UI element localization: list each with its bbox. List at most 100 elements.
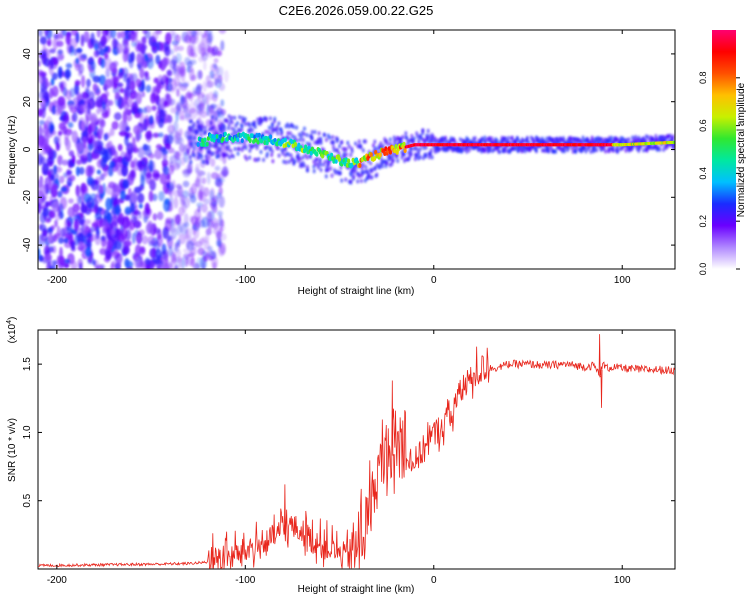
spectrogram-ridge-halo: [295, 138, 299, 143]
spectrogram-noise-cell: [174, 264, 178, 269]
spectrogram-x-tick-label: -100: [235, 275, 255, 286]
spectrogram-ridge-halo: [604, 149, 608, 154]
spectrogram-ridge-halo: [299, 156, 303, 162]
spectrogram-noise-cell: [47, 37, 52, 47]
spectrogram-noise-cell: [141, 78, 145, 92]
spectrogram-ridge-halo: [200, 124, 204, 130]
spectrogram-noise-cell: [219, 232, 227, 241]
spectrogram-ridge-halo: [293, 135, 297, 140]
spectrogram-ridge-halo: [265, 151, 270, 156]
spectrogram-ridge-halo: [189, 135, 193, 141]
spectrogram-ridge-halo: [525, 135, 529, 141]
spectrogram-ridge-core: [374, 149, 378, 155]
spectrogram-ridge-halo: [211, 125, 215, 131]
spectrogram-noise-cell: [121, 164, 129, 177]
spectrogram-ridge-core: [328, 156, 333, 162]
colorbar-gradient: [712, 30, 736, 269]
spectrogram-noise-cell: [99, 184, 104, 194]
spectrogram-ridge-halo: [665, 134, 670, 139]
spectrogram-ridge-core: [268, 134, 273, 140]
spectrogram-noise-cell: [164, 76, 169, 86]
spectrogram-ridge-halo: [340, 140, 344, 145]
spectrogram-ridge-halo: [201, 159, 206, 165]
spectrogram-ridge-halo: [252, 121, 256, 126]
spectrogram-noise-cell: [216, 50, 223, 57]
spectrogram-noise-cell: [53, 172, 60, 181]
spectrogram-noise-cell: [54, 219, 58, 228]
spectrogram-noise-cell: [118, 233, 127, 244]
spectrogram-noise-cell: [179, 185, 184, 195]
spectrogram-ridge-halo: [388, 137, 392, 142]
snr-x-label: Height of straight line (km): [298, 584, 415, 595]
spectrogram-ridge-halo: [353, 141, 358, 146]
spectrogram-noise-cell: [80, 34, 85, 47]
spectrogram-noise-cell: [78, 166, 85, 175]
spectrogram-noise-cell: [189, 59, 197, 65]
spectrogram-ridge-halo: [510, 135, 514, 141]
spectrogram-noise-cell: [196, 110, 203, 116]
spectrogram-noise-cell: [169, 49, 175, 56]
spectrogram-noise-cell: [109, 30, 117, 39]
spectrogram-noise-cell: [63, 262, 70, 269]
spectrogram-ridge-halo: [286, 131, 290, 136]
spectrogram-noise-cell: [92, 153, 100, 160]
spectrogram-ridge-halo: [199, 153, 203, 159]
spectrogram-ridge-core: [388, 149, 393, 155]
spectrogram-noise-cell: [118, 130, 127, 137]
spectrogram-ridge-halo: [230, 115, 234, 120]
spectrogram-ridge-halo: [250, 128, 254, 133]
snr-x-tick-label: 100: [614, 575, 631, 586]
spectrogram-noise-cell: [200, 32, 208, 38]
spectrogram-ridge-halo: [253, 142, 257, 148]
spectrogram-noise-cell: [85, 235, 94, 243]
spectrogram-noise-cell: [178, 206, 185, 217]
spectrogram-noise-cell: [122, 46, 129, 55]
spectrogram-ridge-core: [263, 140, 267, 146]
spectrogram-ridge-halo: [586, 146, 590, 152]
spectrogram-ridge-core: [205, 141, 209, 147]
spectrogram-noise-cell: [65, 34, 72, 46]
spectrogram-noise-cell: [40, 233, 48, 242]
spectrogram-noise-cell: [168, 245, 173, 257]
spectrogram-ridge-halo: [312, 168, 316, 174]
spectrogram-noise-cell: [219, 219, 225, 228]
spectrogram-ridge-halo: [310, 135, 314, 141]
spectrogram-noise-cell: [190, 30, 196, 36]
spectrogram-ridge-halo: [259, 149, 263, 155]
spectrogram-ridge-halo: [359, 173, 364, 178]
spectrogram-ridge-halo: [522, 138, 526, 144]
spectrogram-ridge-halo: [313, 162, 317, 167]
spectrogram-noise-cell: [134, 244, 142, 257]
spectrogram-x-tick-label: 100: [614, 275, 631, 286]
spectrogram-ridge-halo: [438, 146, 443, 151]
spectrogram-noise-cell: [144, 257, 151, 266]
snr-x-tick-label: 0: [431, 575, 437, 586]
spectrogram-ridge-halo: [507, 135, 511, 141]
spectrogram-ridge-core: [223, 131, 227, 137]
spectrogram-noise-cell: [112, 250, 121, 259]
spectrogram-noise-cell: [120, 151, 126, 160]
spectrogram-noise-cell: [100, 35, 108, 46]
spectrogram-noise-cell: [212, 204, 218, 214]
spectrogram-noise-cell: [174, 256, 182, 263]
spectrogram-x-tick-label: -200: [47, 275, 67, 286]
spectrogram-ridge-core: [378, 152, 382, 158]
spectrogram-ridge-halo: [332, 148, 336, 153]
spectrogram-noise-cell: [38, 108, 43, 117]
spectrogram-noise-cell: [104, 57, 113, 71]
spectrogram-noise-cell: [155, 54, 161, 65]
spectrogram-noise-cell: [124, 134, 129, 146]
spectrogram-noise-cell: [155, 257, 162, 269]
spectrogram-noise-cell: [184, 256, 189, 268]
spectrogram-x-tick-label: 0: [431, 275, 437, 286]
spectrogram-noise-cell: [182, 169, 191, 178]
spectrogram-ridge-halo: [266, 144, 270, 149]
spectrogram-noise-cell: [107, 99, 114, 106]
spectrogram-ridge-halo: [319, 162, 323, 167]
spectrogram-ridge-halo: [295, 125, 299, 130]
spectrogram-noise-cell: [47, 232, 53, 243]
spectrogram-noise-cell: [71, 130, 79, 143]
spectrogram-ridge-halo: [622, 137, 626, 143]
spectrogram-ridge-halo: [232, 131, 236, 136]
